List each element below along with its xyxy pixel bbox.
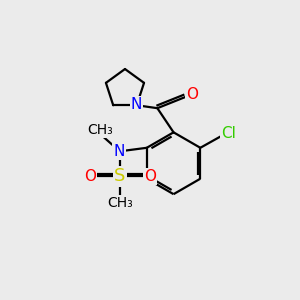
- Text: O: O: [84, 169, 96, 184]
- Text: CH₃: CH₃: [107, 196, 133, 210]
- Text: CH₃: CH₃: [88, 123, 113, 137]
- Text: N: N: [113, 143, 125, 158]
- Text: O: O: [186, 87, 198, 102]
- Text: O: O: [144, 169, 156, 184]
- Text: S: S: [114, 167, 125, 185]
- Text: N: N: [131, 97, 142, 112]
- Text: Cl: Cl: [221, 127, 236, 142]
